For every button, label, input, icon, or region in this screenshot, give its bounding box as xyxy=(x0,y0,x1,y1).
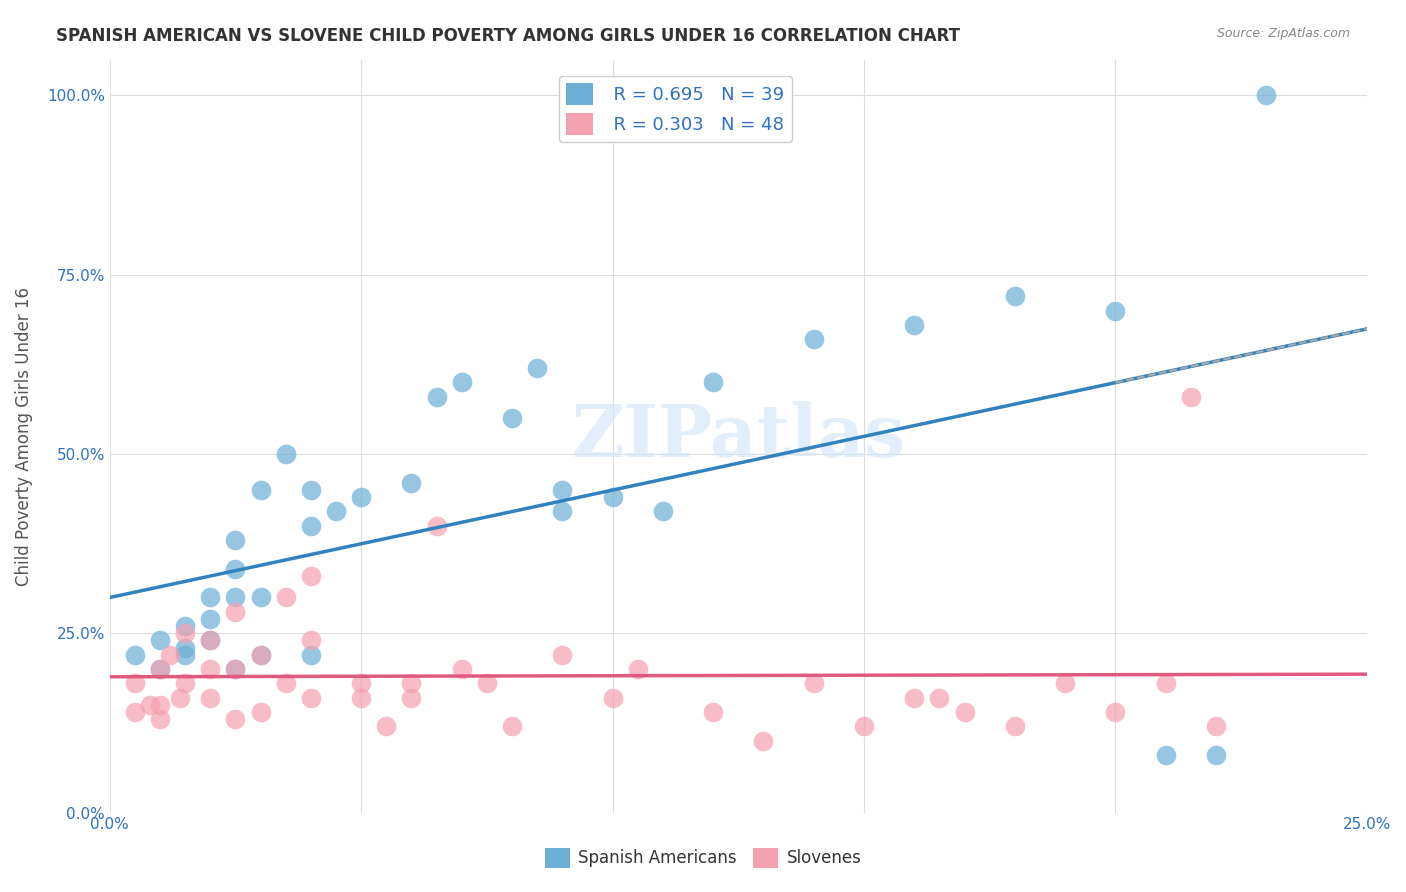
Point xyxy=(627,662,650,676)
Point xyxy=(174,626,197,640)
Point xyxy=(1205,719,1227,733)
Point xyxy=(501,411,523,425)
Point xyxy=(1004,719,1026,733)
Point xyxy=(149,662,172,676)
Point xyxy=(325,504,347,518)
Point xyxy=(803,676,825,690)
Point xyxy=(551,504,574,518)
Point xyxy=(602,690,624,705)
Point xyxy=(903,690,925,705)
Point xyxy=(299,690,322,705)
Point xyxy=(149,712,172,726)
Point xyxy=(139,698,162,712)
Point xyxy=(174,619,197,633)
Point xyxy=(200,633,222,648)
Point xyxy=(401,690,423,705)
Point xyxy=(350,690,373,705)
Point xyxy=(200,633,222,648)
Point xyxy=(450,376,472,390)
Point xyxy=(903,318,925,332)
Point xyxy=(274,591,297,605)
Text: SPANISH AMERICAN VS SLOVENE CHILD POVERTY AMONG GIRLS UNDER 16 CORRELATION CHART: SPANISH AMERICAN VS SLOVENE CHILD POVERT… xyxy=(56,27,960,45)
Point xyxy=(551,483,574,497)
Point xyxy=(124,705,146,719)
Point xyxy=(1154,748,1177,763)
Point xyxy=(1180,390,1202,404)
Point xyxy=(149,698,172,712)
Point xyxy=(249,483,271,497)
Point xyxy=(149,662,172,676)
Point xyxy=(702,705,724,719)
Legend: Spanish Americans, Slovenes: Spanish Americans, Slovenes xyxy=(538,841,868,875)
Point xyxy=(249,648,271,662)
Point xyxy=(224,662,246,676)
Point xyxy=(853,719,876,733)
Point xyxy=(274,676,297,690)
Point xyxy=(702,376,724,390)
Point xyxy=(169,690,191,705)
Point xyxy=(224,712,246,726)
Point xyxy=(274,447,297,461)
Point xyxy=(299,648,322,662)
Point xyxy=(200,690,222,705)
Point xyxy=(124,676,146,690)
Point xyxy=(174,640,197,655)
Point xyxy=(124,648,146,662)
Point xyxy=(450,662,472,676)
Point xyxy=(426,518,449,533)
Text: ZIPatlas: ZIPatlas xyxy=(571,401,905,472)
Point xyxy=(602,490,624,504)
Point xyxy=(803,332,825,346)
Point xyxy=(928,690,950,705)
Point xyxy=(1256,88,1278,103)
Point xyxy=(350,676,373,690)
Point xyxy=(953,705,976,719)
Text: Source: ZipAtlas.com: Source: ZipAtlas.com xyxy=(1216,27,1350,40)
Point xyxy=(200,662,222,676)
Point xyxy=(299,518,322,533)
Point xyxy=(350,490,373,504)
Point xyxy=(526,360,548,375)
Point xyxy=(224,591,246,605)
Point xyxy=(224,662,246,676)
Point xyxy=(200,591,222,605)
Point xyxy=(249,648,271,662)
Point xyxy=(475,676,498,690)
Point xyxy=(1154,676,1177,690)
Point xyxy=(651,504,673,518)
Point xyxy=(224,562,246,576)
Point xyxy=(752,734,775,748)
Point xyxy=(159,648,181,662)
Point xyxy=(174,676,197,690)
Point xyxy=(1104,705,1126,719)
Point xyxy=(224,533,246,547)
Point xyxy=(401,676,423,690)
Point xyxy=(200,612,222,626)
Point xyxy=(401,475,423,490)
Point xyxy=(426,390,449,404)
Point xyxy=(375,719,398,733)
Point xyxy=(174,648,197,662)
Point xyxy=(149,633,172,648)
Point xyxy=(501,719,523,733)
Point xyxy=(299,569,322,583)
Point xyxy=(224,605,246,619)
Point xyxy=(1054,676,1077,690)
Point xyxy=(1104,303,1126,318)
Point xyxy=(1004,289,1026,303)
Legend:   R = 0.695   N = 39,   R = 0.303   N = 48: R = 0.695 N = 39, R = 0.303 N = 48 xyxy=(560,76,792,142)
Point xyxy=(299,483,322,497)
Point xyxy=(299,633,322,648)
Point xyxy=(551,648,574,662)
Point xyxy=(249,591,271,605)
Point xyxy=(1205,748,1227,763)
Y-axis label: Child Poverty Among Girls Under 16: Child Poverty Among Girls Under 16 xyxy=(15,286,32,585)
Point xyxy=(249,705,271,719)
